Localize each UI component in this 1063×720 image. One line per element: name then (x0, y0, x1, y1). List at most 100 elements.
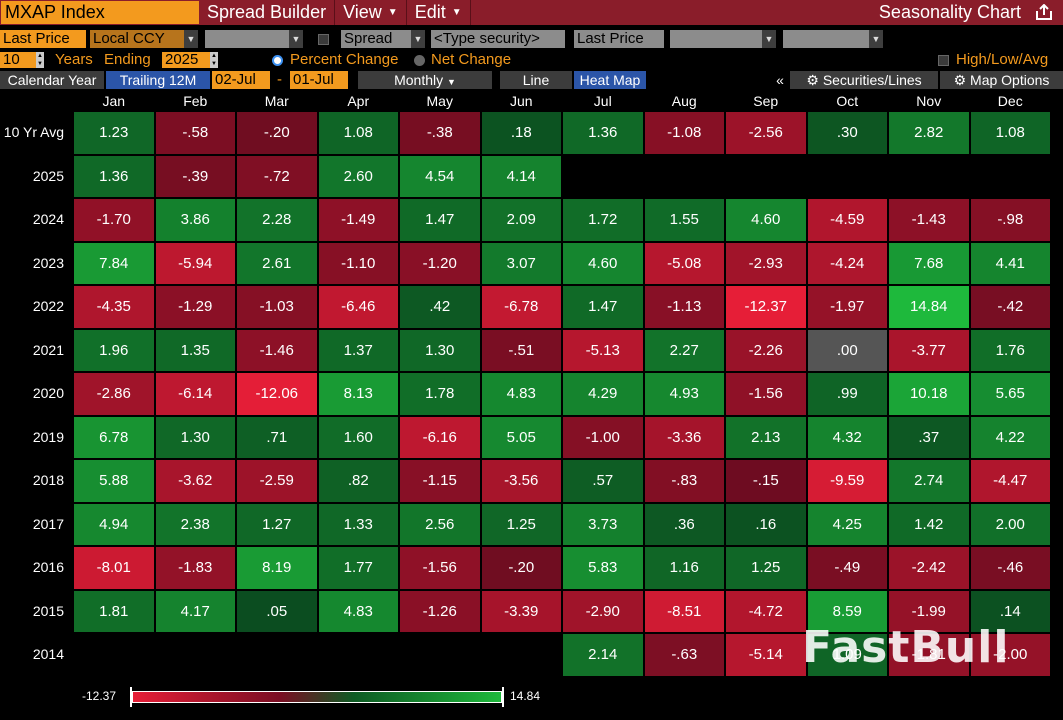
heatmap-cell[interactable]: 1.25 (726, 547, 806, 589)
heatmap-cell[interactable]: 3.73 (563, 503, 643, 545)
heatmap-cell[interactable]: 10.18 (889, 373, 969, 415)
heatmap-cell[interactable]: 2.13 (726, 416, 806, 458)
ticker-field[interactable]: MXAP Index (1, 1, 199, 24)
years-spinner[interactable]: 10 ▲ ▼ (0, 52, 44, 68)
heatmap-cell[interactable]: -8.01 (74, 547, 154, 589)
heatmap-cell[interactable]: -.49 (807, 547, 887, 589)
heatmap-cell[interactable]: .30 (807, 112, 887, 154)
heatmap-cell[interactable]: -1.46 (237, 329, 317, 371)
heatmap-cell[interactable]: -1.00 (563, 416, 643, 458)
heatmap-cell[interactable]: -4.35 (74, 286, 154, 328)
heatmap-cell[interactable]: -1.56 (400, 547, 480, 589)
heatmap-cell[interactable]: -5.13 (563, 329, 643, 371)
heatmap-cell[interactable]: 4.14 (481, 155, 561, 197)
blank-select-3[interactable]: ▼ (783, 30, 883, 48)
heatmap-cell[interactable]: 2.28 (237, 199, 317, 241)
heatmap-cell[interactable]: -2.56 (726, 112, 806, 154)
heatmap-cell[interactable]: -1.70 (74, 199, 154, 241)
heatmap-cell[interactable]: -.39 (155, 155, 235, 197)
heatmap-cell[interactable]: -.46 (970, 547, 1050, 589)
heatmap-cell[interactable]: 2.09 (481, 199, 561, 241)
heatmap-cell[interactable]: -1.29 (155, 286, 235, 328)
heatmap-cell[interactable]: -4.24 (807, 242, 887, 284)
spread-select[interactable]: Spread ▼ (341, 30, 425, 48)
heatmap-cell[interactable]: 5.65 (970, 373, 1050, 415)
heatmap-cell[interactable]: -3.39 (481, 590, 561, 632)
heatmap-cell[interactable]: -3.62 (155, 460, 235, 502)
heatmap-cell[interactable]: 8.19 (237, 547, 317, 589)
heatmap-cell[interactable]: -5.94 (155, 242, 235, 284)
heatmap-cell[interactable]: -1.43 (889, 199, 969, 241)
heatmap-cell[interactable]: 1.08 (318, 112, 398, 154)
heatmap-cell[interactable]: -12.37 (726, 286, 806, 328)
heatmap-cell[interactable]: -1.13 (644, 286, 724, 328)
blank-select-2[interactable]: ▼ (670, 30, 776, 48)
heatmap-cell[interactable]: 1.08 (970, 112, 1050, 154)
field2-selector[interactable]: Last Price (574, 30, 664, 48)
heatmap-cell[interactable]: 3.86 (155, 199, 235, 241)
heatmap-cell[interactable]: -8.51 (644, 590, 724, 632)
heatmap-cell[interactable]: .18 (481, 112, 561, 154)
percent-change-radio[interactable] (272, 55, 283, 66)
heatmap-cell[interactable]: .71 (237, 416, 317, 458)
heatmap-cell[interactable]: 2.56 (400, 503, 480, 545)
heatmap-cell[interactable]: -1.49 (318, 199, 398, 241)
heatmap-cell[interactable]: 1.47 (400, 199, 480, 241)
heatmap-cell[interactable]: -.72 (237, 155, 317, 197)
heatmap-cell[interactable]: -4.47 (970, 460, 1050, 502)
heatmap-cell[interactable]: 4.17 (155, 590, 235, 632)
heatmap-cell[interactable]: 2.27 (644, 329, 724, 371)
heatmap-cell[interactable]: -1.56 (726, 373, 806, 415)
heatmap-cell[interactable]: .57 (563, 460, 643, 502)
heatmap-cell[interactable]: 1.77 (318, 547, 398, 589)
heatmap-cell[interactable]: 1.35 (155, 329, 235, 371)
heatmap-cell[interactable]: -1.81 (889, 634, 969, 676)
heatmap-cell[interactable]: -4.72 (726, 590, 806, 632)
spinner-arrows-icon[interactable]: ▲ ▼ (36, 52, 44, 68)
menu-spread-builder[interactable]: Spread Builder (199, 0, 336, 25)
heatmap-cell[interactable]: .42 (400, 286, 480, 328)
heatmap-cell[interactable]: 4.60 (726, 199, 806, 241)
end-date-input[interactable]: 01-Jul (290, 71, 348, 89)
heatmap-cell[interactable]: .99 (807, 373, 887, 415)
heatmap-cell[interactable]: -.20 (237, 112, 317, 154)
heatmap-cell[interactable]: -.83 (644, 460, 724, 502)
heatmap-cell[interactable]: 1.16 (644, 547, 724, 589)
heatmap-cell[interactable]: 1.30 (400, 329, 480, 371)
heatmap-cell[interactable]: 1.33 (318, 503, 398, 545)
heatmap-cell[interactable]: 4.41 (970, 242, 1050, 284)
heatmap-cell[interactable]: 5.83 (563, 547, 643, 589)
heatmap-cell[interactable]: -9.59 (807, 460, 887, 502)
heatmap-cell[interactable]: 7.68 (889, 242, 969, 284)
heatmap-cell[interactable]: 4.83 (318, 590, 398, 632)
heatmap-cell[interactable]: 3.07 (481, 242, 561, 284)
heatmap-cell[interactable]: 1.36 (563, 112, 643, 154)
high-low-avg-checkbox[interactable] (938, 55, 949, 66)
heatmap-cell[interactable]: -6.16 (400, 416, 480, 458)
heatmap-cell[interactable]: -.42 (970, 286, 1050, 328)
heatmap-cell[interactable]: 1.60 (318, 416, 398, 458)
heatmap-cell[interactable]: 1.81 (74, 590, 154, 632)
heatmap-cell[interactable]: -6.46 (318, 286, 398, 328)
heatmap-cell[interactable]: -2.00 (970, 634, 1050, 676)
heatmap-cell[interactable]: 4.93 (644, 373, 724, 415)
heatmap-cell[interactable]: 5.88 (74, 460, 154, 502)
heatmap-cell[interactable]: -1.03 (237, 286, 317, 328)
net-change-radio[interactable] (414, 55, 425, 66)
heatmap-cell[interactable]: 14.84 (889, 286, 969, 328)
heatmap-cell[interactable]: -1.20 (400, 242, 480, 284)
heatmap-cell[interactable]: 7.84 (74, 242, 154, 284)
map-options-button[interactable]: ⚙ Map Options (940, 71, 1063, 89)
heatmap-cell[interactable]: .14 (970, 590, 1050, 632)
heatmap-cell[interactable]: 1.78 (400, 373, 480, 415)
heatmap-cell[interactable]: 5.05 (481, 416, 561, 458)
heatmap-cell[interactable]: -.58 (155, 112, 235, 154)
menu-view[interactable]: View ▼ (335, 0, 407, 25)
heatmap-cell[interactable]: 2.38 (155, 503, 235, 545)
heatmap-cell[interactable]: 2.14 (563, 634, 643, 676)
heatmap-cell[interactable]: .37 (889, 416, 969, 458)
heatmap-cell[interactable]: 4.32 (807, 416, 887, 458)
calendar-year-button[interactable]: Calendar Year (0, 71, 104, 89)
heatmap-cell[interactable]: 4.83 (481, 373, 561, 415)
heatmap-cell[interactable]: 2.74 (889, 460, 969, 502)
